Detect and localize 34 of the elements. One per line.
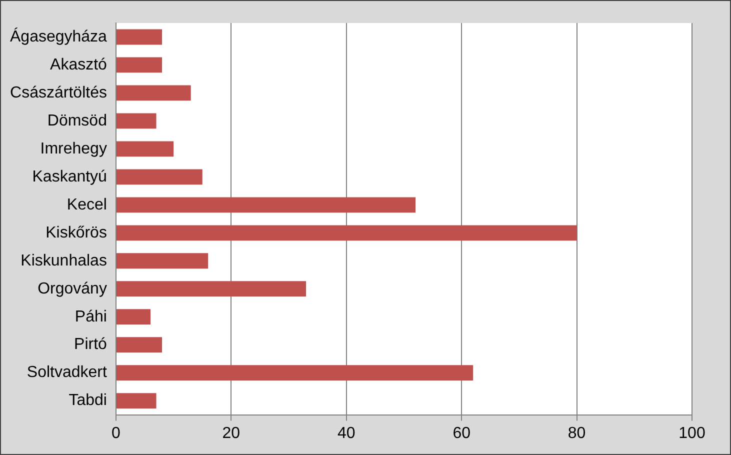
bar [116, 337, 162, 353]
bar [116, 309, 151, 325]
bar [116, 169, 202, 185]
bar [116, 281, 306, 297]
x-tick-label: 80 [568, 424, 586, 442]
y-tick-label: Dömsöd [47, 112, 107, 130]
bar [116, 253, 208, 269]
y-tick-label: Imrehegy [40, 140, 107, 158]
y-tick-label: Kiskunhalas [20, 252, 107, 270]
y-tick-label: Kecel [66, 196, 107, 214]
bar [116, 85, 191, 101]
bar [116, 141, 174, 157]
y-tick-label: Tabdi [68, 392, 107, 410]
x-tick-label: 20 [222, 424, 240, 442]
x-tick-label: 0 [112, 424, 121, 442]
bar [116, 197, 416, 213]
x-tick-label: 40 [337, 424, 356, 442]
y-tick-label: Orgovány [38, 280, 107, 298]
y-tick-label: Soltvadkert [26, 364, 108, 382]
bar [116, 29, 162, 45]
y-tick-label: Császártöltés [10, 84, 107, 102]
y-tick-label: Pirtó [74, 336, 108, 354]
bar [116, 225, 577, 241]
y-tick-label: Páhi [74, 308, 107, 326]
x-tick-label: 100 [678, 424, 706, 442]
y-tick-label: Ágasegyháza [10, 27, 108, 46]
x-tick-label: 60 [452, 424, 471, 442]
bar [116, 57, 162, 73]
y-tick-label: Kiskőrös [46, 224, 107, 242]
y-tick-label: Kaskantyú [32, 168, 107, 186]
y-tick-label: Akasztó [50, 56, 108, 74]
bar [116, 365, 474, 381]
bar [116, 113, 156, 129]
bar [116, 393, 156, 409]
